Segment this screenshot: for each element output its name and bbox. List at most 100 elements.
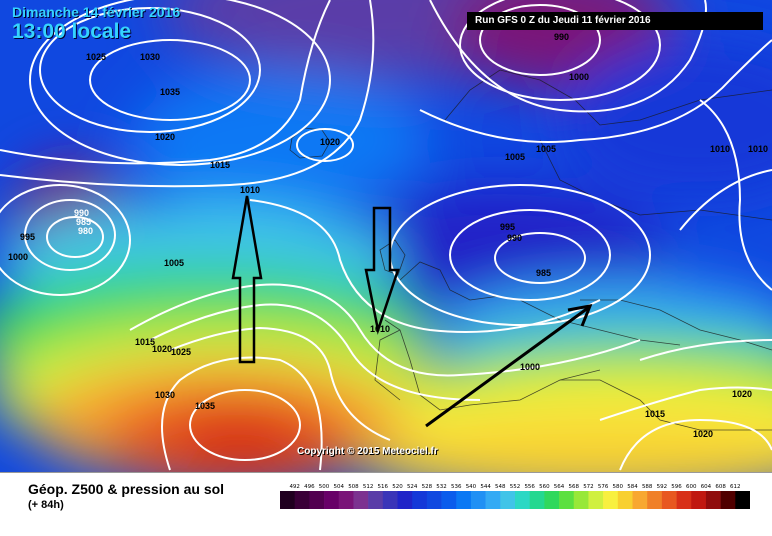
legend-subtitle: (+ 84h) <box>28 499 64 511</box>
scale-label: 536 <box>451 484 462 490</box>
scale-label: 596 <box>671 484 682 490</box>
isobar-label: 1025 <box>86 52 106 62</box>
scale-swatch <box>691 491 707 509</box>
isobar-label: 1005 <box>505 152 525 162</box>
isobar-label: 990 <box>507 233 522 243</box>
scale-label: 524 <box>407 484 418 490</box>
scale-label: 588 <box>642 484 653 490</box>
scale-swatch <box>632 491 648 509</box>
isobar-label: 1010 <box>240 185 260 195</box>
scale-swatch <box>294 491 310 509</box>
scale-label: 544 <box>480 484 491 490</box>
scale-swatch <box>573 491 589 509</box>
isobar-label: 1025 <box>171 347 191 357</box>
arrow-diagonal-head <box>567 304 593 327</box>
isobar-label: 1020 <box>693 429 713 439</box>
arrow-up <box>231 195 263 364</box>
isobar-label: 1020 <box>155 132 175 142</box>
scale-label: 552 <box>510 484 521 490</box>
scale-swatch <box>735 491 750 509</box>
scale-swatch <box>676 491 692 509</box>
arrow-diagonal <box>425 306 589 428</box>
arrow-down <box>364 206 400 335</box>
isobar-label: 1035 <box>195 401 215 411</box>
isobar-label: 1000 <box>8 252 28 262</box>
isobar-label: 1015 <box>645 409 665 419</box>
scale-label: 508 <box>348 484 359 490</box>
scale-label: 520 <box>392 484 403 490</box>
scale-label: 512 <box>363 484 374 490</box>
isobar-label: 1010 <box>370 324 390 334</box>
scale-label: 572 <box>583 484 594 490</box>
scale-label: 612 <box>730 484 741 490</box>
scale-label: 584 <box>627 484 638 490</box>
scale-label: 592 <box>657 484 668 490</box>
scale-swatch <box>426 491 442 509</box>
scale-swatch <box>500 491 516 509</box>
isobar-label: 990 <box>74 208 89 218</box>
scale-label: 540 <box>466 484 477 490</box>
isobar-labels: 1030 1035 1025 1020 1015 1010 1020 990 1… <box>8 32 768 439</box>
scale-swatch <box>661 491 677 509</box>
scale-label: 504 <box>334 484 345 490</box>
isobar-label: 1010 <box>748 144 768 154</box>
scale-swatch <box>412 491 428 509</box>
isobar-label: 985 <box>76 217 91 227</box>
scale-label: 492 <box>289 484 300 490</box>
scale-swatch <box>397 491 413 509</box>
isobar-label: 1000 <box>520 362 540 372</box>
scale-swatch <box>559 491 575 509</box>
isobar-label: 1010 <box>710 144 730 154</box>
scale-swatch <box>368 491 384 509</box>
scale-label: 516 <box>378 484 389 490</box>
forecast-date: Dimanche 14 février 2016 <box>12 4 181 20</box>
scale-swatch <box>441 491 457 509</box>
scale-swatch <box>544 491 560 509</box>
scale-label: 500 <box>319 484 330 490</box>
scale-swatch <box>309 491 325 509</box>
isobar-label: 980 <box>78 226 93 236</box>
scale-swatch <box>353 491 369 509</box>
scale-label: 556 <box>524 484 535 490</box>
scale-label: 564 <box>554 484 565 490</box>
isobar-label: 1015 <box>135 337 155 347</box>
isobar-label: 1020 <box>320 137 340 147</box>
scale-swatch <box>485 491 501 509</box>
isobar-label: 1020 <box>152 344 172 354</box>
scale-label: 496 <box>304 484 315 490</box>
scale-swatch <box>515 491 530 509</box>
legend-title: Géop. Z500 & pression au sol <box>28 481 225 497</box>
isobar-label: 1000 <box>569 72 589 82</box>
scale-label: 576 <box>598 484 609 490</box>
pressure-map: 1030 1035 1025 1020 1015 1010 1020 990 1… <box>0 0 772 472</box>
scale-label: 560 <box>539 484 550 490</box>
isobar-label: 990 <box>554 32 569 42</box>
scale-label: 568 <box>569 484 580 490</box>
scale-label: 548 <box>495 484 506 490</box>
scale-label: 528 <box>422 484 433 490</box>
scale-swatch <box>603 491 619 509</box>
run-info: Run GFS 0 Z du Jeudi 11 février 2016 <box>467 12 763 30</box>
scale-swatch <box>456 491 472 509</box>
scale-label: 532 <box>436 484 447 490</box>
scale-swatch <box>470 491 486 509</box>
isobar-label: 985 <box>536 268 551 278</box>
scale-label: 604 <box>701 484 712 490</box>
forecast-time: 13:00 locale <box>12 20 132 43</box>
isobar-label: 1005 <box>536 144 556 154</box>
scale-swatch <box>617 491 633 509</box>
scale-label: 608 <box>715 484 726 490</box>
isobar-label: 1030 <box>155 390 175 400</box>
isobar-label: 1005 <box>164 258 184 268</box>
isobar-label: 995 <box>20 232 35 242</box>
scale-swatch <box>529 491 545 509</box>
isobar-label: 1020 <box>732 389 752 399</box>
copyright: Copyright © 2015 Meteociel.fr <box>297 446 438 457</box>
isobar-label: 1015 <box>210 160 230 170</box>
scale-swatch <box>382 491 398 509</box>
isobar-label: 1035 <box>160 87 180 97</box>
legend-panel: Géop. Z500 & pression au sol (+ 84h) 492… <box>0 472 772 536</box>
scale-swatch <box>705 491 721 509</box>
scale-label: 600 <box>686 484 697 490</box>
